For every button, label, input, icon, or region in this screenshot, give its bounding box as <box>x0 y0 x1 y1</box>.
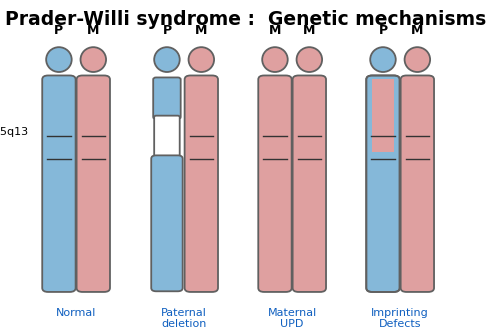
Text: M: M <box>303 24 316 37</box>
Ellipse shape <box>262 47 288 72</box>
Text: P: P <box>55 24 63 37</box>
Text: Maternal
UPD
(20-30%): Maternal UPD (20-30%) <box>267 308 318 331</box>
Text: M: M <box>411 24 424 37</box>
Ellipse shape <box>297 47 322 72</box>
Text: P: P <box>379 24 387 37</box>
FancyBboxPatch shape <box>151 155 183 291</box>
Ellipse shape <box>81 47 106 72</box>
Text: M: M <box>87 24 100 37</box>
Text: Paternal
deletion
(65-75%): Paternal deletion (65-75%) <box>159 308 210 331</box>
Text: 15q13: 15q13 <box>0 127 28 137</box>
FancyBboxPatch shape <box>154 116 180 160</box>
Ellipse shape <box>405 47 430 72</box>
Text: Imprinting
Defects
(2-5%): Imprinting Defects (2-5%) <box>371 308 429 331</box>
Text: M: M <box>269 24 281 37</box>
FancyBboxPatch shape <box>185 75 218 292</box>
FancyBboxPatch shape <box>293 75 326 292</box>
Text: Normal: Normal <box>56 308 96 318</box>
Ellipse shape <box>189 47 214 72</box>
Text: Prader-Willi syndrome :  Genetic mechanisms: Prader-Willi syndrome : Genetic mechanis… <box>5 10 486 29</box>
FancyBboxPatch shape <box>42 75 76 292</box>
FancyBboxPatch shape <box>366 75 400 292</box>
FancyBboxPatch shape <box>77 75 110 292</box>
Ellipse shape <box>370 47 396 72</box>
Ellipse shape <box>46 47 72 72</box>
FancyBboxPatch shape <box>258 75 292 292</box>
FancyBboxPatch shape <box>153 77 181 119</box>
Text: M: M <box>195 24 208 37</box>
FancyBboxPatch shape <box>401 75 434 292</box>
Bar <box>372 79 394 152</box>
Ellipse shape <box>154 47 180 72</box>
Text: P: P <box>163 24 171 37</box>
